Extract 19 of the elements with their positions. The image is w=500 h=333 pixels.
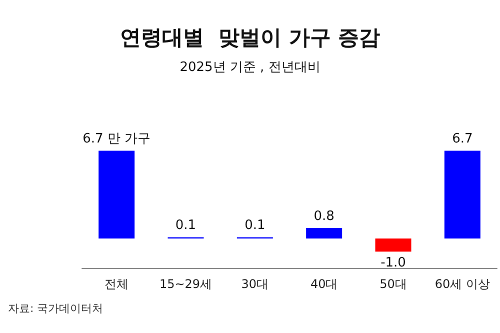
x-tick-label: 30대 (241, 277, 269, 291)
data-label: 0.1 (244, 218, 266, 234)
data-label: 6.7 만 가구 (82, 132, 151, 147)
text: 자료: 국가데이터처 (8, 302, 104, 315)
bar (444, 150, 480, 239)
x-tick-label: 40대 (310, 277, 338, 291)
x-tick-label: 15~29세 (159, 277, 212, 291)
chart-subtitle: 2025년 기준 , 전년대비 (180, 60, 320, 75)
data-label: 0.8 (314, 209, 334, 224)
bar (306, 228, 342, 239)
data-label: 0.1 (175, 218, 196, 234)
bar (375, 238, 412, 252)
bar (98, 150, 135, 239)
data-label: -1.0 (380, 256, 406, 271)
x-tick-label: 60세 이상 (434, 277, 490, 291)
x-tick-label: 50대 (380, 277, 407, 291)
data-label: 6.7 (452, 132, 473, 147)
chart-title: 연령대별 맞벌이 가구 증감 (120, 26, 380, 50)
x-tick-label: 전체 (104, 277, 129, 291)
